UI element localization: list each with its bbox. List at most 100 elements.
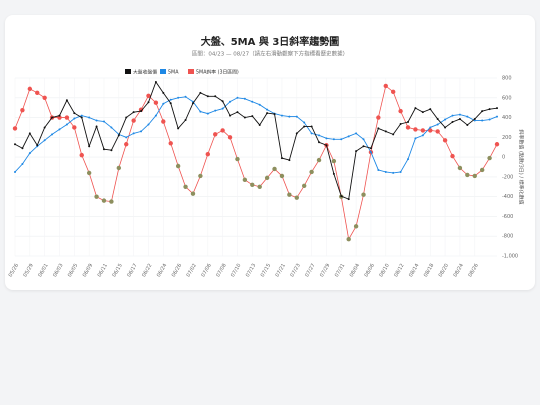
point [390,89,396,95]
x-tick-label: 06/24 [156,263,168,278]
y-tick-label: 200 [502,135,512,141]
y-tick-label: -200 [502,174,513,180]
point [318,141,321,144]
point [280,114,283,117]
point [140,130,143,133]
point [214,109,217,112]
point [168,141,173,146]
point [392,133,395,136]
point [175,163,181,169]
point [369,151,372,154]
point [161,119,166,124]
point [303,121,306,124]
point [362,138,365,141]
point [331,158,337,164]
point [51,116,54,119]
point [146,93,151,99]
point [407,158,410,161]
point [310,132,313,135]
x-tick-label: 07/29 [319,263,331,278]
legend-swatch [188,69,194,74]
point [95,119,98,122]
point [154,80,157,83]
legend-swatch [125,69,131,74]
point [95,125,98,128]
point [347,135,350,138]
x-tick-label: 05/29 [22,263,34,278]
x-tick-label: 06/09 [82,263,94,278]
point [465,172,470,178]
point [436,118,439,121]
point [494,142,500,147]
point [473,119,476,122]
point [125,116,128,119]
point [355,132,358,135]
point [102,148,105,151]
point [250,182,255,187]
x-tick-label: 08/06 [364,263,376,278]
x-tick-label: 08/10 [378,263,390,278]
point [414,137,417,140]
point [58,128,61,131]
point [451,121,454,124]
point [405,125,411,130]
x-tick-label: 06/11 [97,263,109,278]
point [398,108,403,114]
point [131,118,136,123]
point [58,114,61,117]
point [169,98,172,101]
point [421,111,424,114]
point [479,167,485,173]
point [14,143,16,146]
point [442,138,448,143]
x-tick-label: 08/26 [467,263,479,278]
point [487,155,492,161]
point [169,102,172,105]
point [205,151,210,157]
point [221,100,224,103]
point [80,116,83,119]
y-tick-label: -400 [502,194,513,200]
point [376,115,381,120]
point [280,157,283,160]
point [213,132,218,137]
y-tick-label: 800 [502,76,512,82]
point [258,123,261,126]
point [124,142,129,147]
point [140,110,143,113]
point [458,113,461,116]
x-tick-label: 08/18 [423,263,435,278]
point [451,114,454,117]
point [466,123,469,126]
point [384,130,387,133]
chart-title: 大盤、5MA 與 3日斜率趨勢圖 [201,35,340,48]
point [110,149,113,152]
point [73,112,76,115]
point [444,126,447,129]
point [236,111,239,114]
x-tick-label: 07/23 [289,263,301,278]
point [101,198,107,203]
point [27,86,33,92]
point [28,152,31,155]
point [132,111,135,114]
point [444,118,447,121]
x-tick-label: 07/10 [230,263,242,278]
point [154,114,157,117]
point [65,123,68,126]
point [20,107,25,113]
point [294,195,299,200]
x-tick-label: 08/12 [393,263,405,278]
x-tick-label: 07/27 [304,263,316,278]
point [88,145,91,148]
point [28,132,31,135]
x-tick-label: 06/26 [171,263,183,278]
point [162,91,165,94]
x-tick-label: 07/13 [245,263,257,278]
point [206,95,209,98]
point [421,134,424,137]
point [302,183,307,188]
point [191,102,194,105]
x-tick-label: 06/17 [126,263,138,278]
point [346,236,351,242]
